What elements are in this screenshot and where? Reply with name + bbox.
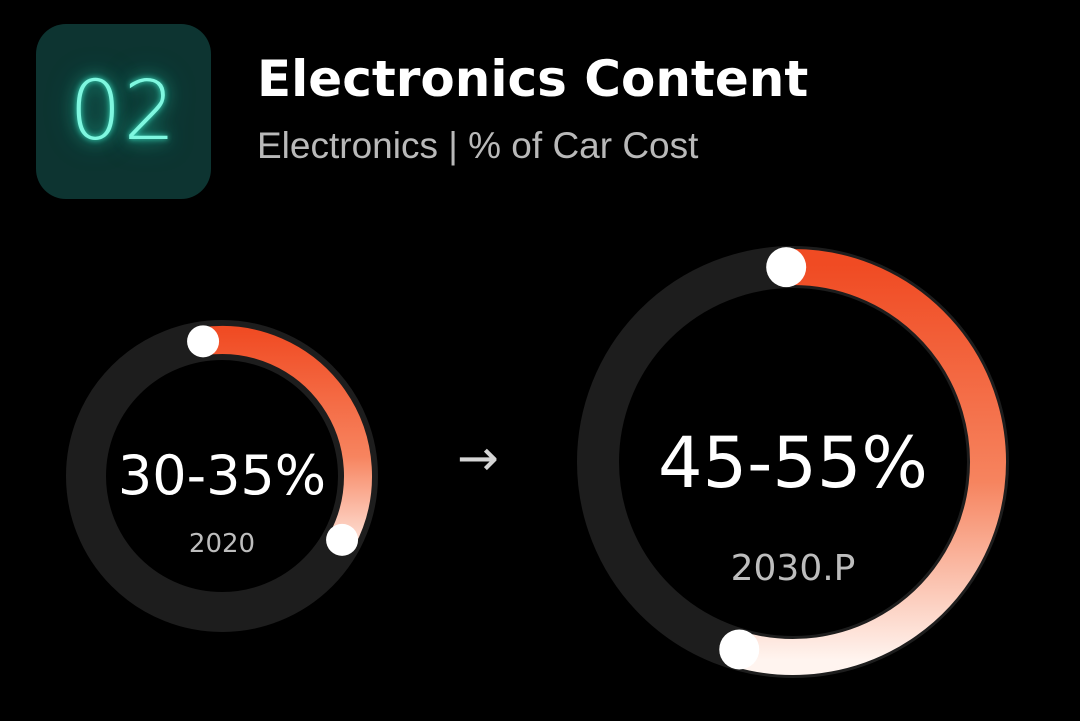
ring-value-2030: 45-55% <box>658 422 928 504</box>
ring-knob-end-2030 <box>719 629 760 670</box>
ring-knob-start-2020 <box>187 325 220 358</box>
page-title: Electronics Content <box>257 50 809 108</box>
ring-knob-end-2020 <box>326 523 359 556</box>
page-subtitle: Electronics | % of Car Cost <box>257 125 699 166</box>
section-number: 02 <box>69 63 178 159</box>
ring-label-2020: 2020 <box>189 529 255 559</box>
ring-label-2030: 2030.P <box>731 548 856 589</box>
ring-value-2020: 30-35% <box>118 444 326 507</box>
ring-knob-start-2030 <box>766 247 807 288</box>
section-number-badge: 02 <box>36 24 211 199</box>
ring-arc-2030 <box>721 249 1006 675</box>
ring-arc-2020 <box>189 326 372 554</box>
arrow-right-icon: → <box>457 429 499 487</box>
